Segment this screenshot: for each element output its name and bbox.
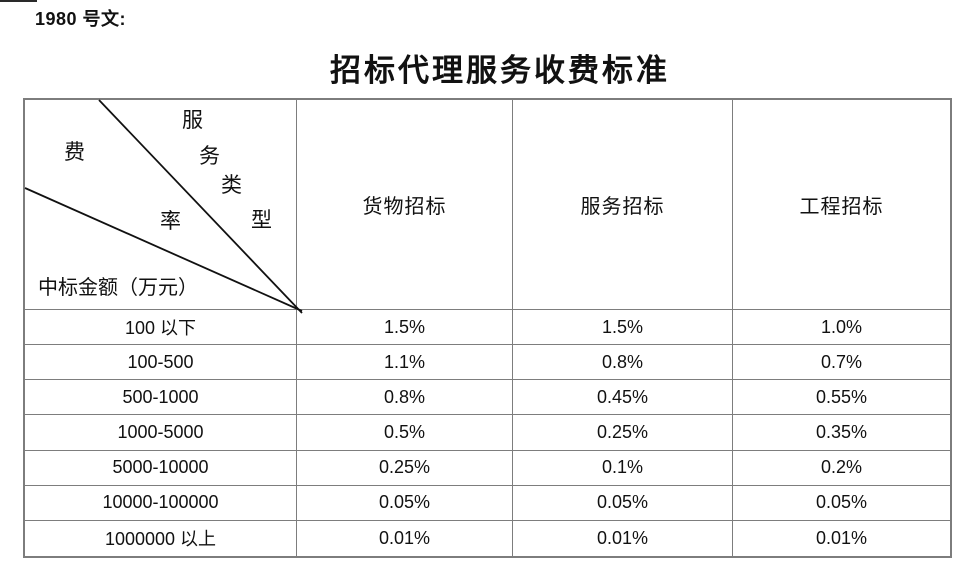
fee-rate-value: 1.1% bbox=[297, 345, 513, 381]
fee-rate-value: 0.8% bbox=[297, 380, 513, 416]
row-label-amount-range: 5000-10000 bbox=[25, 450, 297, 486]
fee-rate-value: 0.25% bbox=[297, 450, 513, 486]
corner-label-service-type-char: 服 bbox=[182, 108, 203, 132]
column-header-service-bidding: 服务招标 bbox=[513, 100, 733, 310]
fee-rate-value: 0.45% bbox=[513, 380, 733, 416]
page-edge-artifact bbox=[0, 0, 37, 2]
table-corner-cell: 服 务 类 型 费 率 中标金额（万元） bbox=[24, 99, 303, 314]
fee-rate-value: 0.8% bbox=[513, 345, 733, 381]
corner-label-service-type-char: 型 bbox=[251, 208, 272, 232]
row-label-amount-range: 1000-5000 bbox=[25, 415, 297, 451]
fee-rate-value: 0.2% bbox=[733, 451, 950, 486]
fee-rate-value: 1.0% bbox=[733, 310, 950, 346]
fee-rate-value: 0.25% bbox=[513, 415, 733, 451]
corner-label-service-type-char: 类 bbox=[221, 173, 242, 197]
document-reference: 1980 号文: bbox=[35, 9, 127, 29]
fee-rate-value: 0.55% bbox=[733, 380, 950, 416]
fee-rate-value: 0.05% bbox=[513, 485, 733, 521]
fee-rate-value: 0.35% bbox=[733, 415, 950, 451]
fee-rate-value: 0.05% bbox=[297, 485, 513, 521]
fee-rate-value: 1.5% bbox=[513, 310, 733, 346]
corner-label-fee-rate-char: 费 bbox=[64, 140, 85, 164]
fee-rate-value: 0.5% bbox=[297, 415, 513, 451]
fee-rate-value: 0.01% bbox=[297, 520, 513, 556]
fee-table: 服 务 类 型 费 率 中标金额（万元） 货物招标 服务招标 工程招标 100 … bbox=[23, 98, 952, 558]
page-title: 招标代理服务收费标准 bbox=[330, 53, 670, 88]
row-label-amount-range: 500-1000 bbox=[25, 380, 297, 416]
corner-label-service-type-char: 务 bbox=[199, 144, 220, 168]
diagonal-divider-lines bbox=[24, 99, 303, 314]
row-label-amount-range: 100 以下 bbox=[25, 310, 297, 346]
fee-rate-value: 0.7% bbox=[733, 345, 950, 381]
fee-rate-value: 0.1% bbox=[513, 450, 733, 486]
column-header-goods-bidding: 货物招标 bbox=[297, 100, 513, 310]
fee-rate-value: 1.5% bbox=[297, 310, 513, 346]
row-label-amount-range: 100-500 bbox=[25, 345, 297, 381]
fee-rate-value: 0.01% bbox=[815, 527, 868, 548]
fee-rate-value: 0.01% bbox=[513, 520, 733, 556]
column-header-engineering-bidding: 工程招标 bbox=[733, 100, 950, 310]
fee-rate-value: 0.05% bbox=[733, 486, 950, 521]
corner-label-fee-rate-char: 率 bbox=[160, 209, 181, 233]
corner-label-bid-amount: 中标金额（万元） bbox=[38, 277, 198, 299]
row-label-amount-range: 1000000 以上 bbox=[25, 520, 297, 556]
row-label-amount-range: 10000-100000 bbox=[25, 485, 297, 521]
